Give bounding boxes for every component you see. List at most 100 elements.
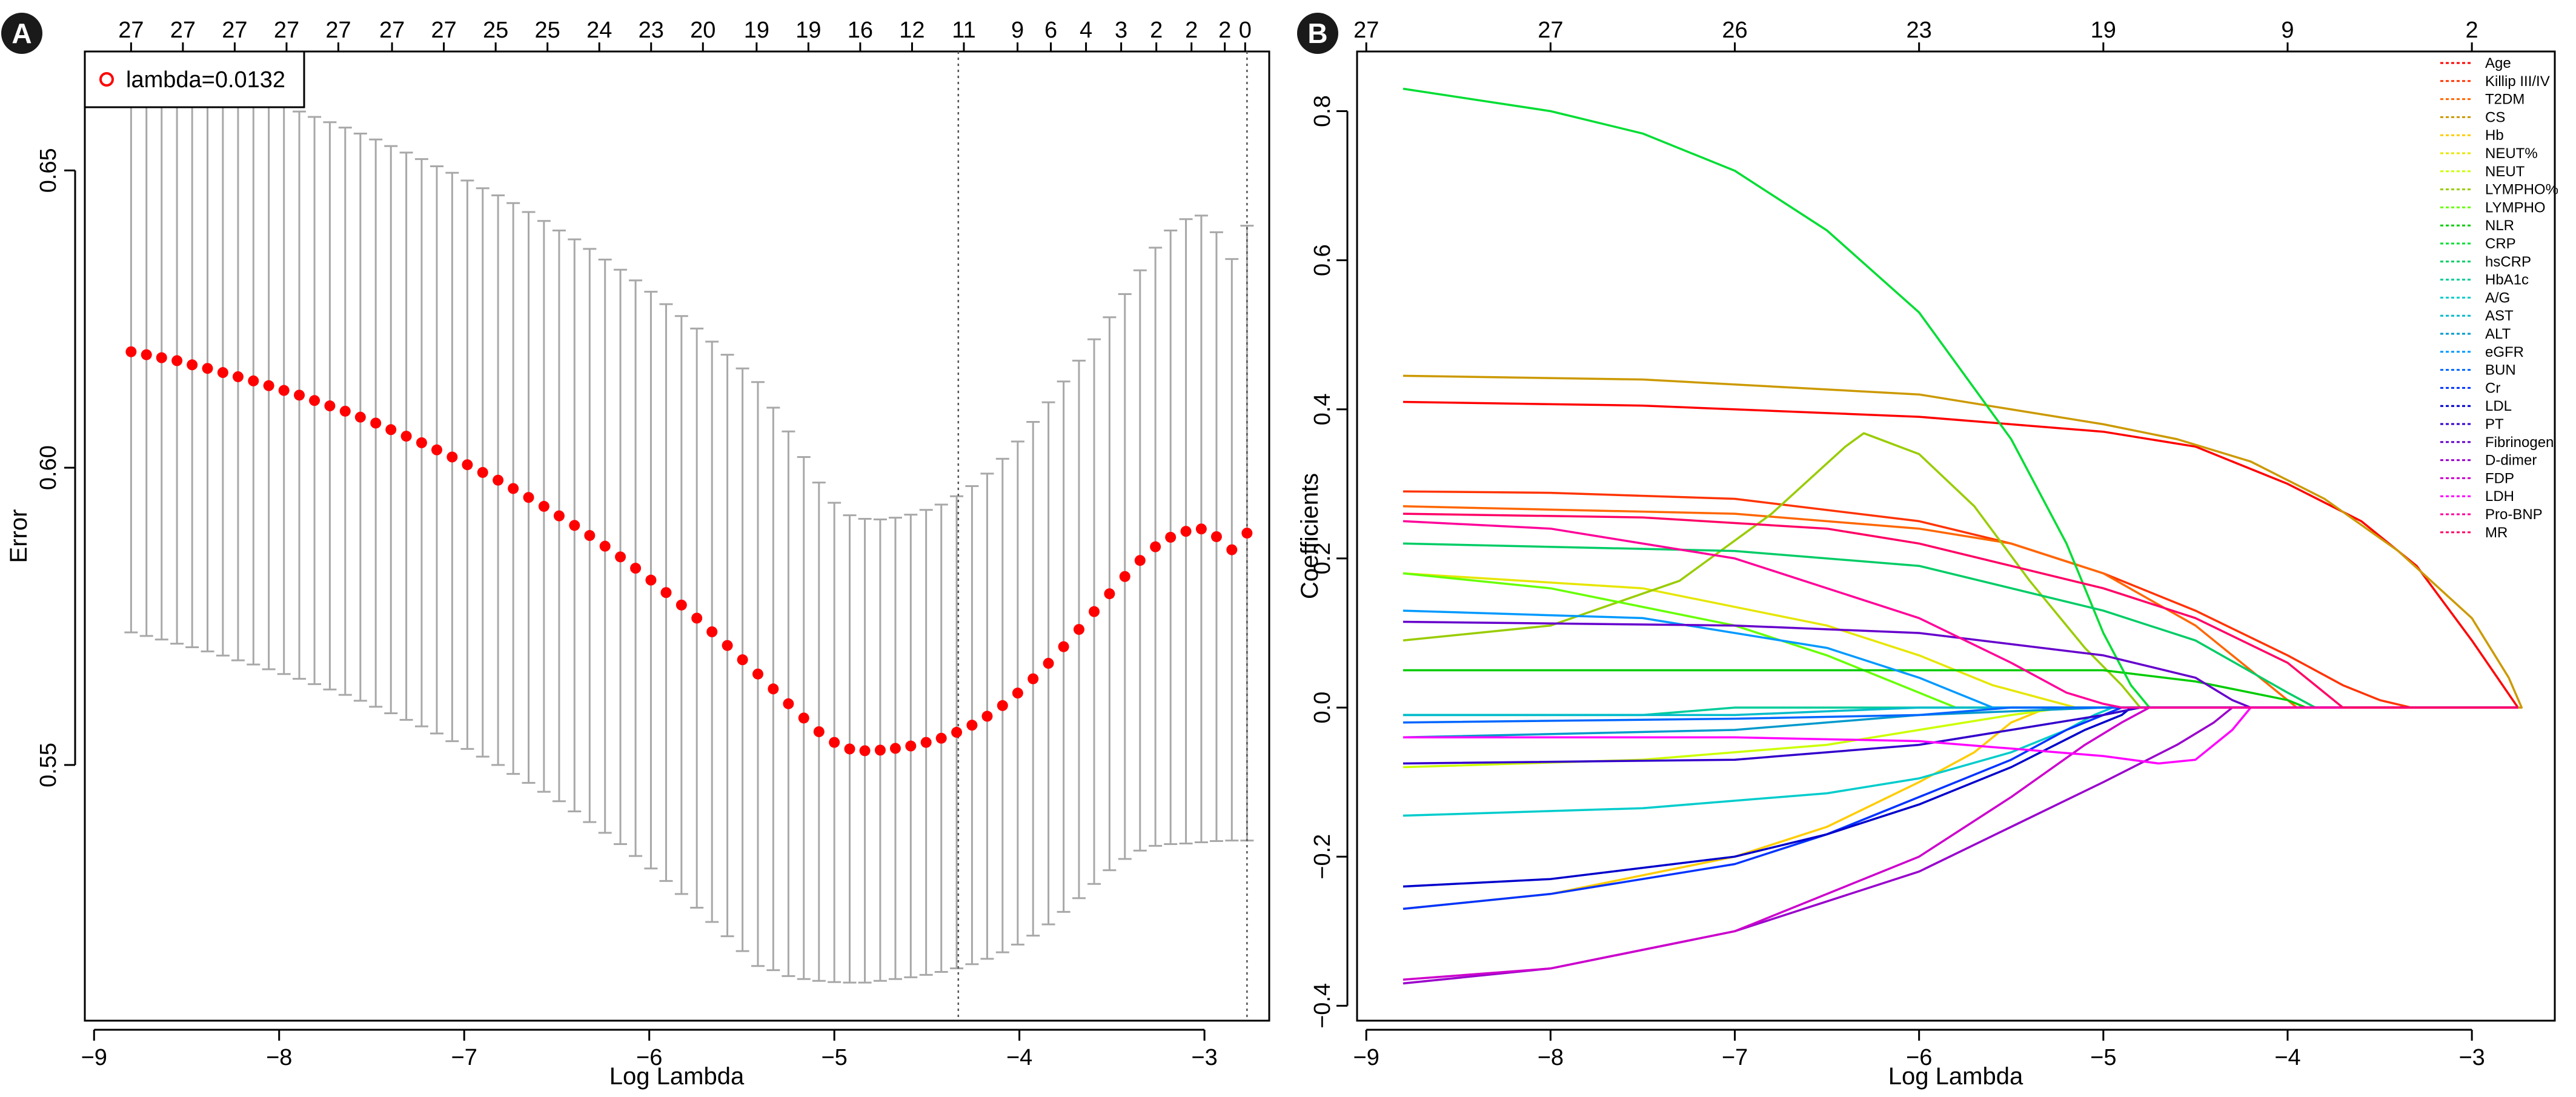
coef-path-egfr [1403,609,2518,709]
cv-error-point [156,352,167,363]
panel-b-y-axis: −0.4 −0.2 0.0 0.2 0.4 0.6 0.8 [1310,95,1349,1029]
top-axis-label: 11 [952,18,975,43]
legend-label-cs: CS [2485,109,2505,125]
cv-error-point [125,346,137,357]
cv-error-point [1012,688,1023,699]
panel-b: −9 −8 −7 −6 −5 −4 −3 −0.4 −0.2 0.0 0.2 0.4 0.6 0.8 2… [1296,13,2558,1090]
legend-label-hba1c: HbA1c [2485,272,2529,288]
x-tick-label: −9 [81,1045,107,1070]
x-tick-label: −5 [821,1045,847,1070]
cv-error-point [462,459,473,471]
cv-error-point [1104,588,1115,600]
cv-error-point [1134,555,1146,566]
cv-error-point [523,492,534,503]
top-axis-label: 3 [1115,18,1127,43]
panel-a-y-axis: 0.55 0.60 0.65 [36,148,76,787]
x-tick-label: −7 [451,1045,477,1070]
cv-error-point [187,359,198,371]
cv-error-point [263,380,274,391]
top-axis-label: 12 [899,18,925,43]
cv-error-point [813,726,825,737]
panel-a-badge-letter: A [12,18,32,49]
top-axis-label: 27 [274,18,299,43]
y-tick-label: 0.4 [1310,393,1335,425]
cv-error-point [889,743,901,754]
cv-error-point [538,500,549,512]
cv-error-point [599,540,611,552]
cv-error-point [1165,531,1177,543]
cv-error-point [859,745,871,757]
top-axis-label: 19 [744,18,769,43]
top-axis-label: 27 [379,18,405,43]
top-axis-label: 19 [2091,18,2116,43]
cv-error-point [339,405,351,417]
legend-label-egfr: eGFR [2485,344,2524,360]
panel-a-y-axis-title: Error [5,509,32,563]
cv-error-point [446,451,458,463]
panel-b-y-axis-title: Coefficients [1296,473,1323,599]
top-axis-label: 9 [1011,18,1024,43]
x-tick-label: −9 [1353,1045,1379,1070]
cv-error-point [997,700,1008,711]
cv-error-point [966,720,978,731]
legend-label-neut: NEUT% [2485,145,2538,162]
cv-error-point [1073,624,1084,635]
cv-error-point [783,698,794,709]
panel-b-badge-circle [1297,13,1338,54]
legend-point-marker [99,72,114,87]
top-axis-label: 25 [535,18,560,43]
panel-b-x-axis-title: Log Lambda [1888,1063,2023,1090]
legend-label-pt: PT [2485,416,2504,433]
panel-a-x-axis-title: Log Lambda [609,1063,745,1090]
legend-label-mr: MR [2485,525,2508,541]
panel-a-legend-label: lambda=0.0132 [126,67,285,93]
panel-a-legend: lambda=0.0132 [84,50,305,108]
coef-path-pro-bnp [1403,520,2518,709]
panel-a-badge: A [1,13,42,54]
panel-a-plot-frame [84,50,1270,1022]
legend-label-nlr: NLR [2485,217,2514,234]
cv-error-point [217,367,228,379]
cv-error-point [309,395,320,406]
y-tick-label: −0.4 [1310,983,1335,1029]
legend-label-lympho: LYMPHO [2485,199,2546,216]
legend-label-neut: NEUT [2485,164,2525,180]
x-tick-label: −4 [2274,1045,2300,1070]
cv-error-point [874,744,886,756]
top-axis-label: 27 [1353,18,1379,43]
y-tick-label: −0.2 [1310,834,1335,880]
panel-b-x-axis: −9 −8 −7 −6 −5 −4 −3 [1353,1029,2485,1070]
cv-error-point [951,726,963,738]
cv-error-point [615,551,626,563]
coef-path-t2dm [1403,505,2518,709]
cv-error-point [722,640,733,651]
y-tick-label: 0.0 [1310,692,1335,724]
cv-error-point [630,563,642,574]
cv-error-point [1180,526,1192,537]
cv-error-point [171,355,183,366]
top-axis-label: 23 [639,18,664,43]
legend-label-d-dimer: D-dimer [2485,452,2537,469]
x-tick-label: −5 [2090,1045,2116,1070]
top-axis-label: 9 [2281,18,2294,43]
legend-label-lympho: LYMPHO% [2485,182,2558,198]
top-axis-label: 27 [1538,18,1563,43]
cv-error-point [1226,544,1238,555]
cv-error-point [508,483,519,494]
top-axis-label: 27 [118,18,144,43]
coef-path-age [1403,400,2519,709]
cv-error-point [737,654,748,666]
top-axis-label: 0 [1239,18,1252,43]
cv-error-point [1058,641,1069,652]
panel-a-legend-box [84,50,305,108]
top-axis-label: 2 [1185,18,1198,43]
cv-error-point [370,417,382,429]
cv-error-point [676,599,687,611]
legend-label-hscrp: hsCRP [2485,254,2531,270]
coef-path-d-dimer [1403,706,2518,985]
cv-error-point [232,371,244,382]
cv-error-point [1089,606,1100,617]
x-tick-label: −4 [1006,1045,1032,1070]
panel-a-badge-circle [1,13,42,54]
top-axis-label: 2 [1218,18,1231,43]
